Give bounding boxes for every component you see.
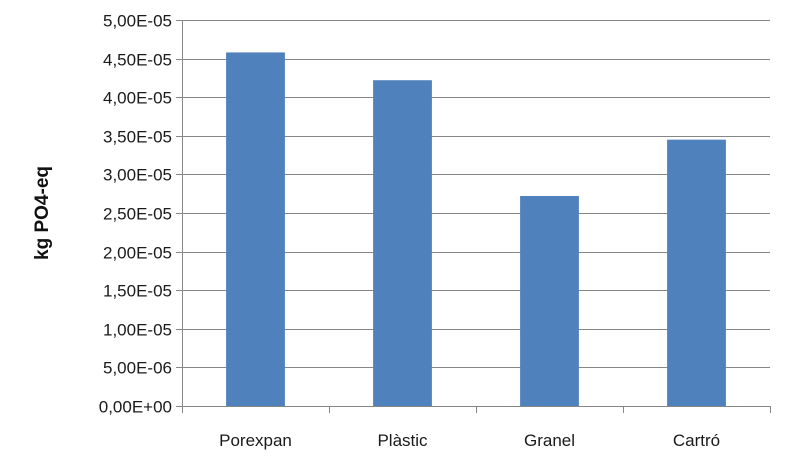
x-category-label: Porexpan xyxy=(219,431,292,450)
bar-cartró xyxy=(667,139,726,406)
y-tick-label: 5,00E-06 xyxy=(103,359,172,378)
y-tick-label: 5,00E-05 xyxy=(103,12,172,31)
labels: 0,00E+00 5,00E-06 1,00E-05 1,50E-05 2,00E-05… xyxy=(99,12,720,451)
y-tick-label: 3,50E-05 xyxy=(103,128,172,147)
y-tick-label: 1,50E-05 xyxy=(103,282,172,301)
bar-plàstic xyxy=(373,80,432,406)
y-tick-label: 4,00E-05 xyxy=(103,89,172,108)
y-tick-label: 3,00E-05 xyxy=(103,166,172,185)
x-category-label: Granel xyxy=(524,431,575,450)
y-tick-label: 2,50E-05 xyxy=(103,205,172,224)
y-tick-label: 2,00E-05 xyxy=(103,244,172,263)
x-category-label: Plàstic xyxy=(377,431,428,450)
y-tick-label: 1,00E-05 xyxy=(103,321,172,340)
bars xyxy=(226,52,726,406)
bar-porexpan xyxy=(226,52,285,406)
axes xyxy=(176,20,771,413)
x-category-label: Cartró xyxy=(673,431,720,450)
bar-granel xyxy=(520,196,579,406)
y-tick-label: 4,50E-05 xyxy=(103,51,172,70)
y-tick-label: 0,00E+00 xyxy=(99,398,172,417)
y-axis-title: kg PO4-eq xyxy=(32,166,53,260)
